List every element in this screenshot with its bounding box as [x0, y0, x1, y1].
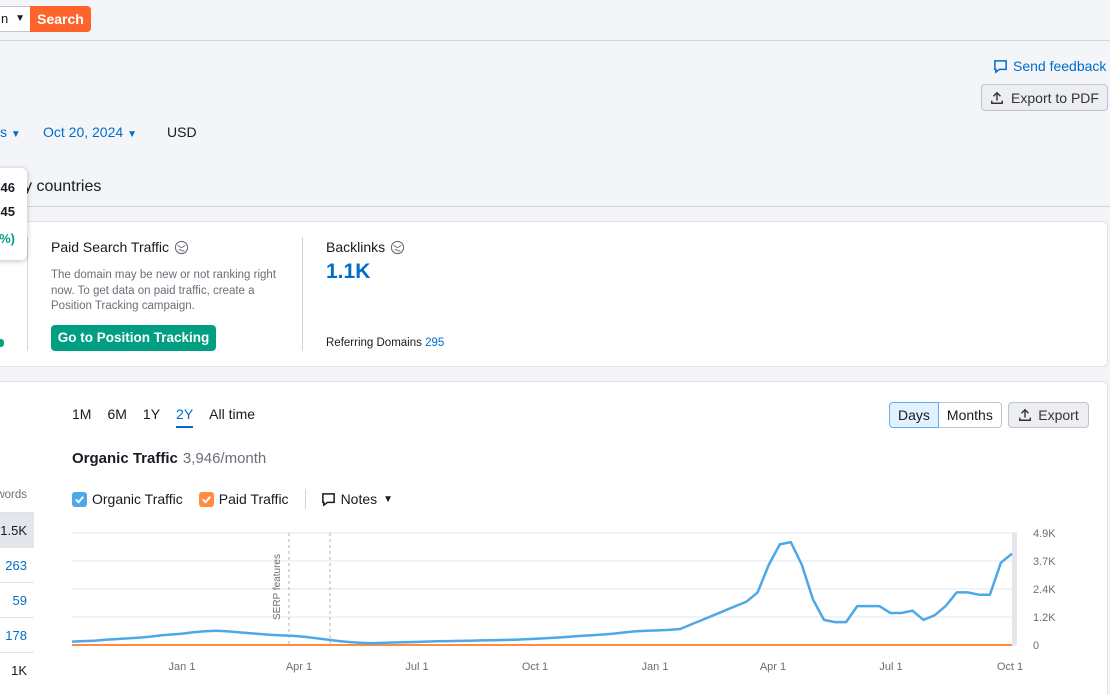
search-button[interactable]: Search: [30, 6, 91, 32]
organic-traffic-chart[interactable]: 4.9K 3.7K 2.4K 1.2K 0 Jan 1 Apr 1 Jul 1 Oct 1 Jan…: [72, 522, 1102, 692]
divider: [27, 237, 28, 351]
table-row[interactable]: 59: [0, 582, 34, 617]
chart-legend: Organic Traffic Paid Traffic Notes ▼: [72, 489, 409, 509]
paid-traffic-description: The domain may be new or not ranking rig…: [51, 269, 277, 312]
tooltip-line: 46: [0, 180, 15, 195]
database-select[interactable]: n ▼: [0, 6, 30, 32]
chart-edge: [1012, 533, 1017, 645]
checkbox-checked-icon[interactable]: [72, 491, 87, 507]
traffic-chart-card: [0, 381, 1108, 695]
note-icon: [321, 492, 335, 507]
globe-icon[interactable]: [390, 240, 405, 255]
organic-traffic-heading: Organic Traffic 3,946/month: [72, 450, 266, 467]
y-tick-label: 1.2K: [1033, 612, 1056, 624]
send-feedback-link[interactable]: Send feedback: [993, 58, 1106, 74]
y-tick-label: 3.7K: [1033, 556, 1056, 568]
globe-icon[interactable]: [174, 240, 189, 255]
database-select-value: n: [1, 11, 9, 26]
organic-traffic-value: 3,946/month: [182, 450, 267, 467]
range-tab-1y[interactable]: 1Y: [142, 406, 161, 422]
table-row[interactable]: 178: [0, 617, 34, 652]
tooltip-line: %): [0, 231, 15, 246]
months-button[interactable]: Months: [938, 402, 1002, 428]
table-row[interactable]: 1K: [0, 652, 34, 687]
table-row[interactable]: 1.5K: [0, 512, 34, 547]
chevron-down-icon: ▼: [127, 129, 137, 140]
legend-paid-traffic[interactable]: Paid Traffic: [198, 491, 289, 507]
backlinks-label: Backlinks: [326, 239, 386, 255]
send-feedback-label: Send feedback: [1013, 58, 1107, 74]
x-tick-label: Jan 1: [169, 661, 196, 673]
range-tab-all-time[interactable]: All time: [209, 406, 256, 422]
range-tab-2y[interactable]: 2Y: [176, 406, 194, 428]
divider: [304, 489, 306, 509]
legend-organic-label: Organic Traffic: [92, 491, 183, 507]
y-tick-label: 2.4K: [1033, 584, 1056, 596]
export-button[interactable]: Export: [1008, 402, 1089, 428]
location-filter-label: s: [0, 124, 7, 140]
x-tick-label: Apr 1: [286, 661, 312, 673]
organic-traffic-line: [72, 540, 1013, 645]
keywords-header: words: [0, 489, 27, 501]
paid-search-traffic-label: Paid Search Traffic: [51, 239, 170, 255]
divider: [0, 206, 1110, 207]
range-tab-6m[interactable]: 6M: [107, 406, 127, 422]
organic-traffic-title: Organic Traffic: [72, 450, 178, 467]
tooltip: 46 45 %): [0, 168, 27, 260]
serp-features-annotation: SERP features: [272, 554, 283, 620]
range-tab-1m[interactable]: 1M: [72, 406, 92, 422]
x-tick-label: Jul 1: [879, 661, 902, 673]
upload-icon: [1019, 408, 1032, 421]
date-filter-label: Oct 20, 2024: [43, 124, 124, 140]
table-row[interactable]: 263: [0, 547, 34, 582]
x-tick-label: Jan 1: [642, 661, 669, 673]
granularity-toggle: Days Months: [889, 402, 1002, 428]
referring-domains-value[interactable]: 295: [425, 337, 445, 349]
backlinks-title: Backlinks: [326, 239, 405, 255]
y-tick-label: 0: [1033, 640, 1039, 652]
backlinks-value[interactable]: 1.1K: [326, 260, 371, 283]
message-icon: [994, 59, 1007, 74]
divider: [302, 237, 303, 351]
tooltip-line: 45: [0, 204, 15, 219]
export-to-pdf-button[interactable]: Export to PDF: [981, 84, 1108, 111]
notes-dropdown[interactable]: Notes ▼: [321, 491, 393, 507]
green-indicator: [0, 339, 4, 347]
currency-label: USD: [167, 124, 197, 140]
checkbox-checked-icon[interactable]: [198, 491, 214, 507]
top-bar: n ▼ Search: [0, 0, 1110, 41]
x-tick-label: Jul 1: [405, 661, 428, 673]
notes-label: Notes: [340, 491, 378, 507]
chevron-down-icon: ▼: [10, 129, 21, 140]
range-tabs: 1M 6M 1Y 2Y All time: [72, 406, 255, 428]
chevron-down-icon: ▼: [15, 13, 25, 24]
referring-domains-label: Referring Domains: [326, 337, 422, 349]
x-tick-label: Apr 1: [760, 661, 786, 673]
y-tick-label: 4.9K: [1033, 528, 1056, 540]
legend-paid-label: Paid Traffic: [218, 491, 289, 507]
days-button[interactable]: Days: [889, 402, 939, 428]
location-filter[interactable]: s ▼: [0, 124, 21, 140]
export-label: Export: [1038, 407, 1079, 423]
upload-icon: [991, 91, 1003, 104]
legend-organic-traffic[interactable]: Organic Traffic: [72, 491, 183, 507]
paid-search-traffic-title: Paid Search Traffic: [51, 239, 189, 255]
go-to-position-tracking-button[interactable]: Go to Position Tracking: [51, 325, 216, 351]
x-tick-label: Oct 1: [522, 661, 548, 673]
export-to-pdf-label: Export to PDF: [1011, 89, 1099, 106]
chevron-down-icon: ▼: [383, 493, 394, 505]
countries-section-title: y countries: [24, 178, 102, 195]
x-tick-label: Oct 1: [997, 661, 1023, 673]
referring-domains: Referring Domains 295: [326, 337, 444, 349]
date-filter[interactable]: Oct 20, 2024 ▼: [43, 124, 137, 140]
